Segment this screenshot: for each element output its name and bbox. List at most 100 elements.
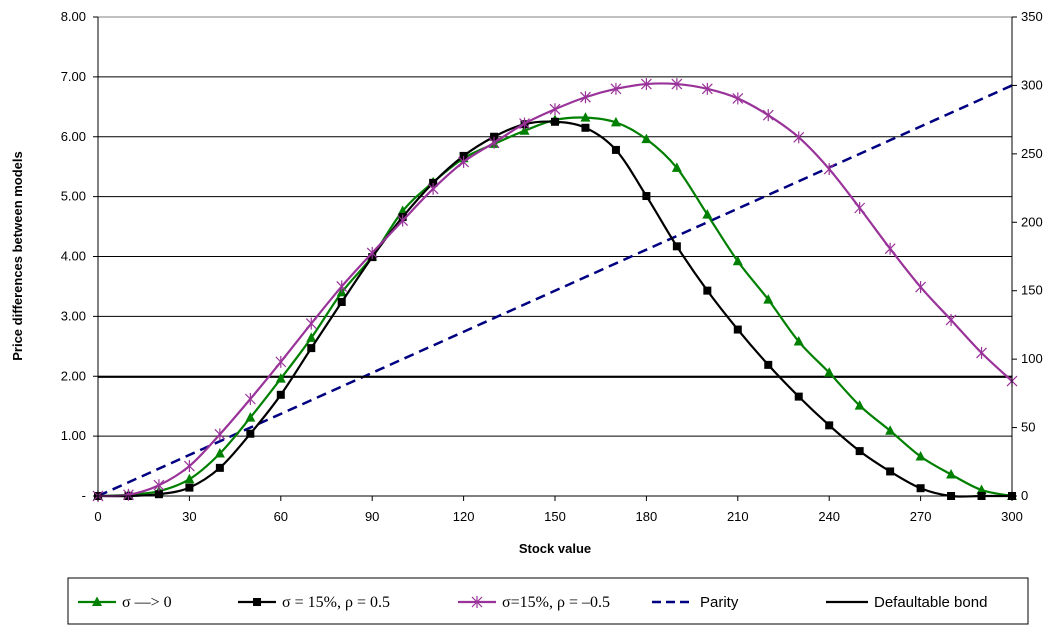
star-marker — [427, 182, 439, 195]
triangle-marker — [214, 447, 225, 458]
y2-tick-label: 250 — [1021, 146, 1043, 161]
y-axis-title: Price differences between models — [10, 151, 25, 361]
triangle-marker — [641, 133, 652, 144]
square-marker — [855, 447, 864, 456]
y-tick-label: 4.00 — [61, 249, 86, 264]
legend-label: Defaultable bond — [874, 594, 987, 611]
legend-label: σ ––> 0 — [122, 594, 172, 611]
triangle-marker — [92, 596, 102, 606]
square-marker — [581, 123, 590, 132]
axes — [93, 16, 1017, 501]
star-marker — [397, 214, 409, 227]
legend-item-15-0-5: σ=15%, ρ = –0.5 — [458, 594, 610, 611]
triangle-marker — [275, 373, 286, 383]
square-marker — [154, 490, 163, 499]
star-marker — [640, 78, 652, 91]
square-marker — [764, 360, 773, 369]
triangle-marker — [885, 425, 896, 435]
square-marker — [672, 242, 681, 251]
legend-label: σ=15%, ρ = –0.5 — [502, 594, 610, 611]
y2-tick-label: 350 — [1021, 9, 1043, 24]
x-tick-label: 210 — [727, 509, 749, 524]
series-2 — [92, 78, 1018, 502]
legend: σ ––> 0 σ = 15%, ρ = 0.5 σ=15%, ρ = –0.5 Pa… — [67, 577, 1029, 625]
tick-labels: - 1.00 2.00 3.00 4.00 5.00 6.00 7.00 8.00 0 50 100 1… — [61, 9, 1043, 524]
x-tick-label: 270 — [910, 509, 932, 524]
x-tick-label: 0 — [94, 509, 101, 524]
series-line — [97, 84, 1013, 498]
star-marker — [123, 488, 134, 501]
series-line — [97, 116, 1013, 498]
square-marker — [642, 192, 651, 201]
x-tick-label: 300 — [1001, 509, 1023, 524]
series-0 — [93, 112, 1017, 500]
star-marker — [366, 246, 378, 259]
triangle-marker — [184, 473, 195, 484]
triangle-marker — [793, 336, 804, 346]
star-marker — [580, 91, 591, 104]
triangle-marker — [702, 209, 713, 219]
y-tick-label: - — [82, 488, 86, 503]
star-marker — [519, 117, 530, 130]
series-layer — [92, 78, 1018, 502]
square-marker — [825, 421, 834, 430]
x-tick-label: 150 — [544, 509, 566, 524]
y-tick-label: 5.00 — [61, 189, 86, 204]
star-marker — [183, 460, 195, 473]
legend-item-parity: Parity — [652, 594, 739, 611]
y2-tick-label: 300 — [1021, 77, 1043, 92]
star-marker — [336, 280, 348, 293]
y2-tick-label: 200 — [1021, 214, 1043, 229]
triangle-marker — [763, 294, 774, 304]
star-marker — [153, 479, 165, 492]
star-marker — [854, 202, 866, 215]
triangle-marker — [824, 367, 835, 377]
triangle-marker — [610, 116, 621, 127]
star-marker — [275, 355, 287, 368]
square-marker — [337, 298, 346, 307]
legend-item-15-0-5: σ = 15%, ρ = 0.5 — [238, 594, 390, 611]
gridlines — [98, 76, 1012, 437]
star-marker — [976, 346, 987, 359]
triangle-marker — [732, 255, 743, 266]
series-1 — [94, 117, 1016, 500]
y-tick-label: 2.00 — [61, 368, 86, 383]
triangle-marker — [519, 125, 530, 135]
legend-item-0: σ ––> 0 — [78, 594, 172, 611]
y-tick-label: 6.00 — [61, 129, 86, 144]
x-tick-label: 30 — [182, 509, 196, 524]
x-tick-label: 180 — [636, 509, 658, 524]
star-marker — [884, 242, 896, 255]
series-3 — [97, 84, 1013, 498]
square-marker — [551, 117, 559, 126]
triangle-marker — [854, 400, 865, 410]
square-marker — [794, 392, 803, 401]
star-marker — [458, 155, 470, 168]
x-tick-label: 120 — [453, 509, 475, 524]
star-marker — [488, 136, 500, 149]
legend-label: σ = 15%, ρ = 0.5 — [282, 594, 390, 611]
y2-tick-label: 100 — [1021, 351, 1043, 366]
y2-tick-label: 50 — [1021, 420, 1035, 435]
triangle-marker — [946, 468, 957, 479]
y-tick-label: 3.00 — [61, 308, 86, 323]
y-tick-label: 7.00 — [61, 69, 86, 84]
star-marker — [610, 82, 622, 95]
square-marker — [215, 463, 224, 472]
star-marker — [732, 92, 744, 105]
star-marker — [214, 428, 226, 441]
square-marker — [246, 429, 255, 438]
triangle-marker — [245, 412, 256, 422]
series-line — [97, 120, 1012, 498]
star-marker — [793, 131, 805, 144]
triangle-marker — [306, 332, 317, 342]
square-marker — [276, 390, 285, 399]
square-marker — [611, 145, 620, 154]
triangle-marker — [915, 450, 926, 461]
square-marker — [733, 325, 742, 334]
y2-tick-label: 150 — [1021, 283, 1043, 298]
star-marker — [305, 317, 317, 330]
star-marker — [945, 313, 957, 326]
star-marker — [762, 109, 774, 122]
